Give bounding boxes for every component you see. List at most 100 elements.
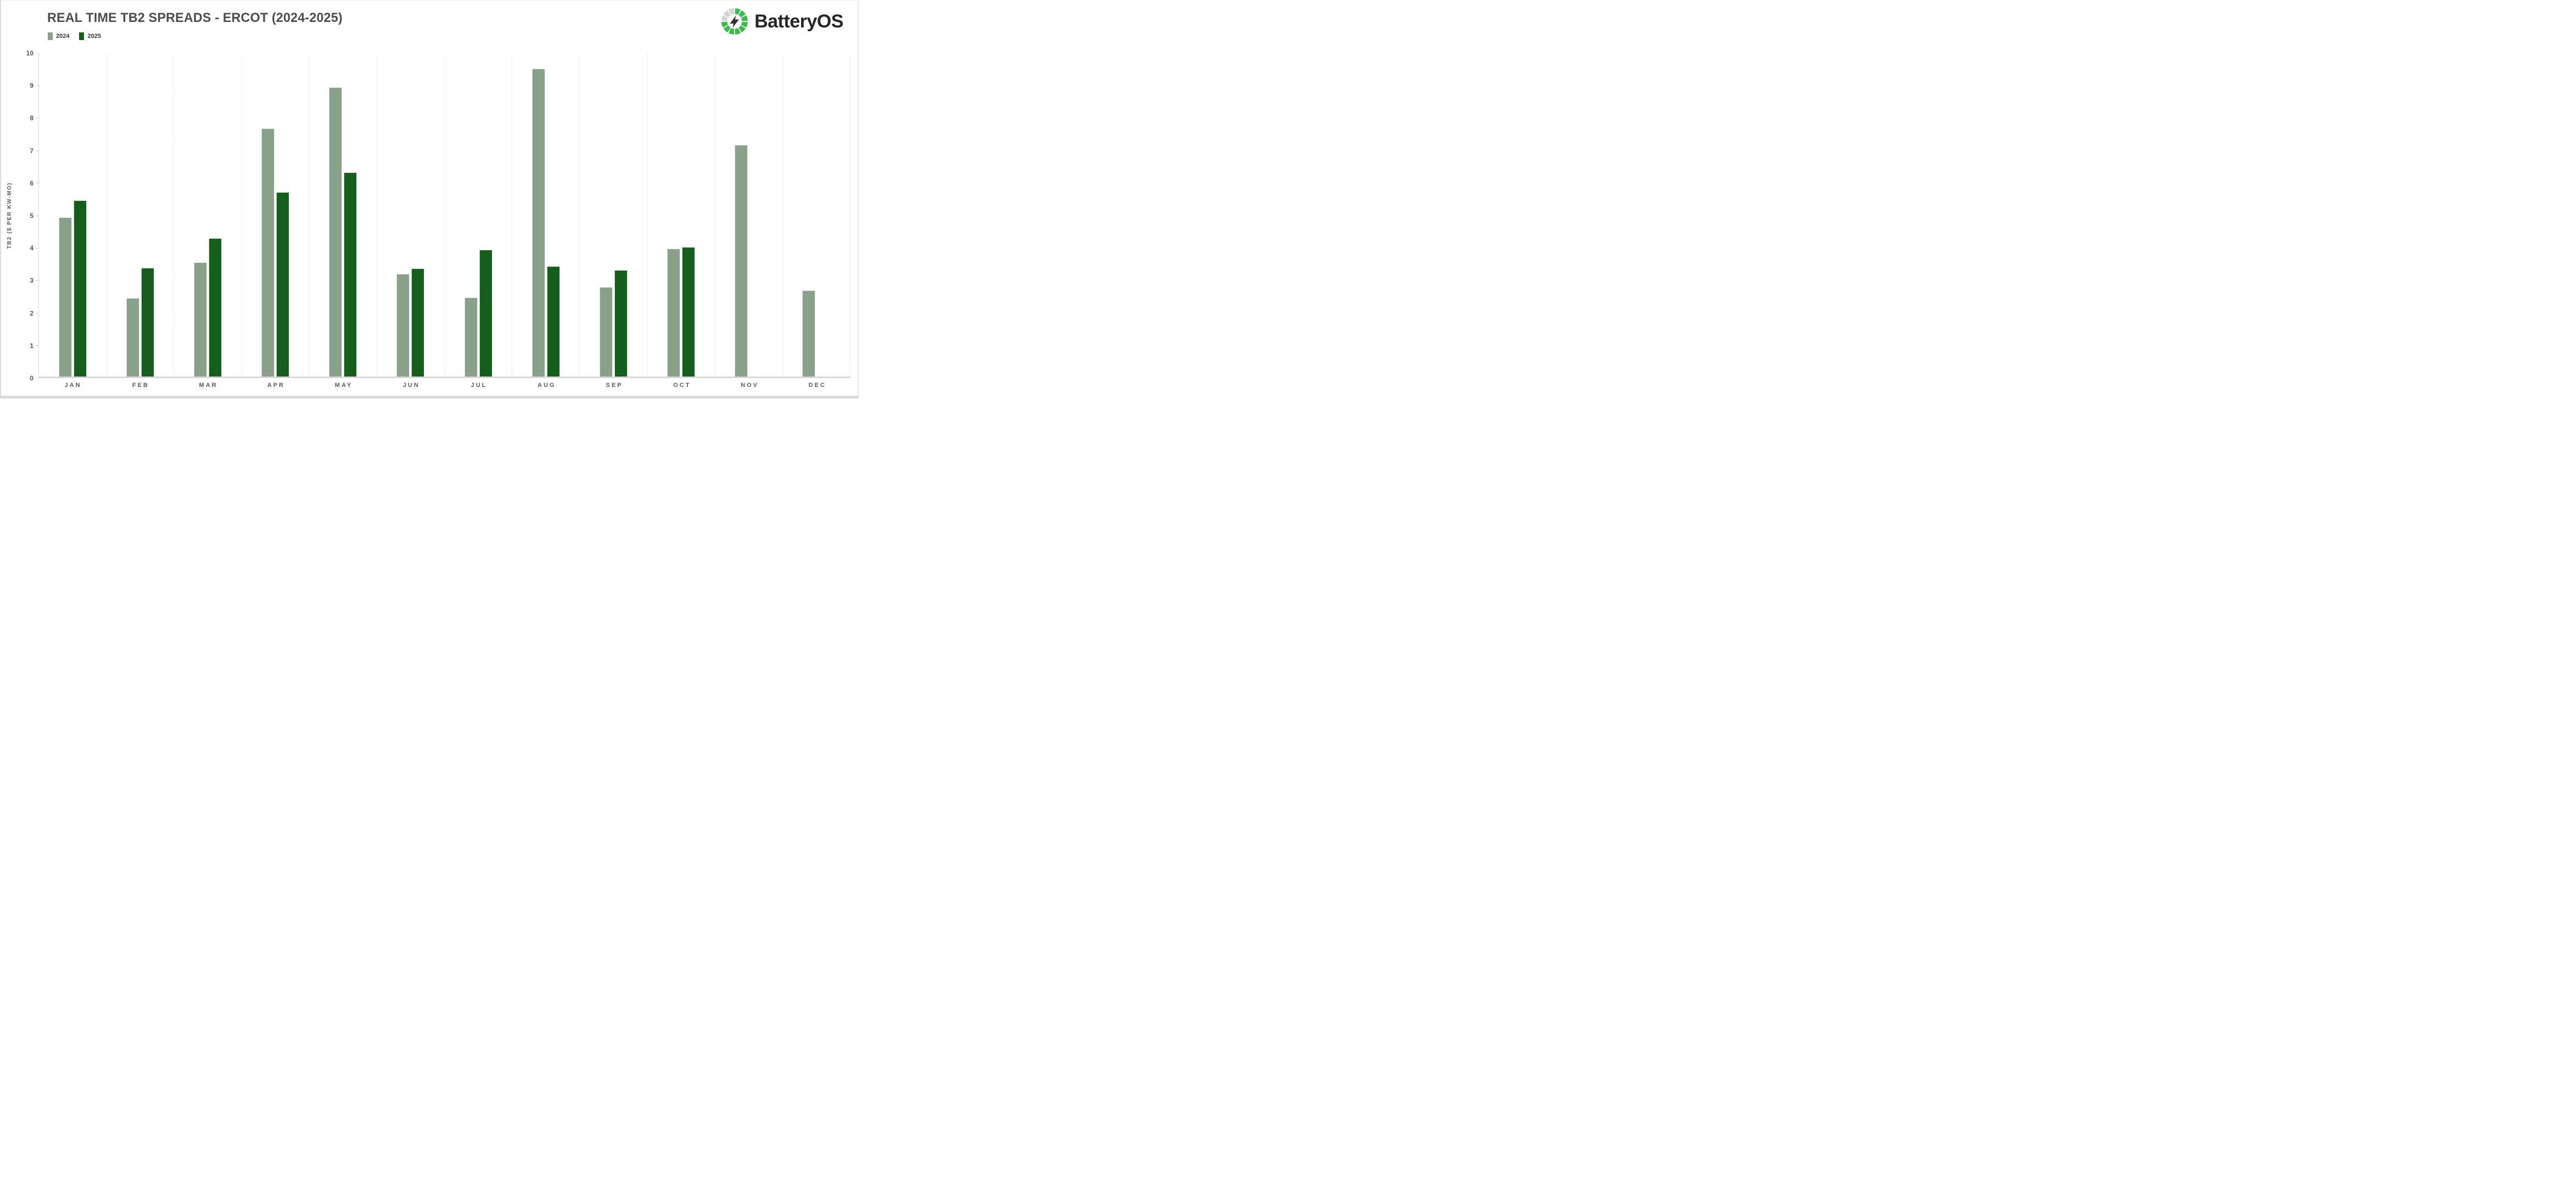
ring-segment [735, 8, 741, 15]
bar-pair-jul [445, 53, 512, 377]
y-tick-mark [36, 248, 38, 249]
bar-2025-jan[interactable] [73, 200, 87, 377]
page-title: REAL TIME TB2 SPREADS - ERCOT (2024-2025… [47, 10, 343, 25]
x-axis-label-sep: SEP [606, 382, 623, 389]
bar-2025-may[interactable] [344, 172, 357, 377]
month-group-feb [107, 53, 175, 377]
month-group-dec [783, 53, 851, 377]
ring-segment [741, 21, 748, 28]
bar-pair-oct [648, 53, 715, 377]
bar-2025-oct[interactable] [682, 247, 696, 377]
x-axis-label-jan: JAN [64, 382, 82, 389]
y-tick-label-2: 2 [30, 309, 33, 317]
bar-2025-feb[interactable] [141, 267, 154, 377]
y-tick-mark [36, 378, 38, 379]
month-group-nov [715, 53, 783, 377]
ring-segment [735, 27, 741, 35]
x-axis-label-apr: APR [267, 382, 285, 389]
month-group-may [310, 53, 377, 377]
bar-pair-sep [580, 53, 647, 377]
x-axis-label-dec: DEC [808, 382, 826, 389]
ring-segment [721, 21, 729, 28]
ring-segment [741, 15, 748, 21]
month-group-jul [445, 53, 513, 377]
bar-pair-jun [377, 53, 444, 377]
bar-pair-apr [242, 53, 309, 377]
x-axis-label-nov: NOV [741, 382, 759, 389]
y-tick-label-4: 4 [30, 244, 33, 252]
lightning-bolt-icon [730, 15, 740, 28]
x-axis-label-oct: OCT [673, 382, 691, 389]
legend: 2024 2025 [48, 32, 101, 40]
bar-pair-mar [174, 53, 241, 377]
y-tick-label-9: 9 [30, 82, 33, 90]
plot-area: 10 9 8 7 6 5 4 3 2 1 0 [26, 49, 851, 382]
x-axis-labels: JAN FEB MAR APR MAY JUN JUL AUG SEP OCT NOV DEC [38, 382, 850, 389]
y-tick-label-5: 5 [30, 212, 33, 220]
legend-item-2024[interactable]: 2024 [48, 32, 69, 40]
bar-2025-jul[interactable] [479, 250, 492, 377]
battery-ring-icon [721, 8, 748, 35]
bar-2025-mar[interactable] [208, 238, 222, 377]
chart-card: REAL TIME TB2 SPREADS - ERCOT (2024-2025… [0, 0, 859, 398]
bar-2024-feb[interactable] [126, 297, 139, 377]
bar-2024-jul[interactable] [464, 297, 478, 377]
legend-swatch-2025 [79, 32, 85, 40]
bar-pair-feb [107, 53, 173, 377]
y-tick-label-10: 10 [26, 49, 33, 57]
bar-2024-dec[interactable] [802, 290, 816, 377]
x-axis-label-aug: AUG [537, 382, 556, 389]
legend-label-2024: 2024 [56, 33, 70, 40]
bar-2024-may[interactable] [329, 87, 343, 377]
bar-pair-may [310, 53, 377, 377]
y-tick-mark [36, 53, 38, 54]
bar-2024-oct[interactable] [667, 248, 681, 377]
bar-2024-jun[interactable] [396, 273, 410, 377]
ring-segment [723, 10, 731, 18]
bar-pair-aug [512, 53, 579, 377]
y-tick-mark [36, 280, 38, 281]
ring-segment [723, 25, 731, 33]
legend-item-2025[interactable]: 2025 [79, 32, 101, 40]
ring-segment [738, 25, 746, 33]
x-axis-label-feb: FEB [132, 382, 149, 389]
bar-pair-dec [783, 53, 850, 377]
month-group-sep [580, 53, 648, 377]
legend-swatch-2024 [48, 32, 53, 40]
x-axis-label-may: MAY [334, 382, 353, 389]
bar-2025-jun[interactable] [411, 268, 425, 377]
y-tick-mark [36, 150, 38, 151]
bar-2024-mar[interactable] [193, 262, 207, 377]
bar-pair-nov [715, 53, 782, 377]
ring-segment [738, 10, 746, 18]
month-group-mar [174, 53, 242, 377]
bar-2025-apr[interactable] [276, 192, 290, 377]
bar-2024-sep[interactable] [599, 287, 613, 377]
bar-2024-nov[interactable] [735, 144, 748, 377]
y-tick-label-7: 7 [30, 147, 33, 155]
bar-2024-apr[interactable] [261, 128, 275, 377]
month-group-jan [39, 53, 107, 377]
bar-pair-jan [39, 53, 106, 377]
batteryos-logo: BatteryOS [720, 7, 843, 36]
bar-2024-jan[interactable] [58, 217, 72, 377]
y-tick-mark [36, 345, 38, 346]
month-group-apr [242, 53, 310, 377]
y-tick-label-1: 1 [30, 341, 33, 350]
y-tick-label-8: 8 [30, 114, 33, 122]
y-axis-title: TB2 ($ PER KW-MO) [7, 182, 13, 249]
bar-2025-aug[interactable] [546, 266, 560, 377]
x-axis-label-jul: JUL [471, 382, 488, 389]
month-group-aug [512, 53, 580, 377]
y-tick-label-6: 6 [30, 179, 33, 187]
month-group-jun [377, 53, 445, 377]
bar-2025-sep[interactable] [614, 270, 628, 377]
ring-segment [729, 27, 735, 35]
x-axis-label-jun: JUN [402, 382, 420, 389]
legend-label-2025: 2025 [87, 33, 101, 40]
ring-segment [729, 8, 735, 15]
ring-segment [721, 15, 729, 21]
bar-2024-aug[interactable] [531, 68, 545, 377]
x-axis-label-mar: MAR [199, 382, 218, 389]
y-tick-label-0: 0 [30, 374, 33, 382]
